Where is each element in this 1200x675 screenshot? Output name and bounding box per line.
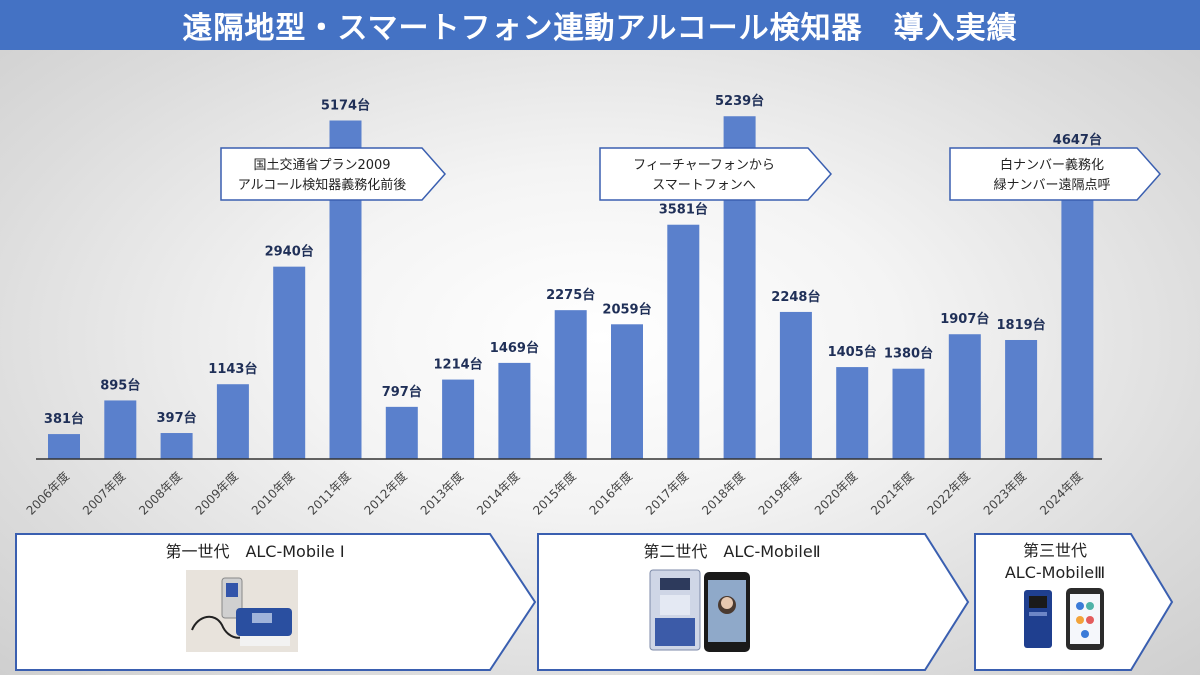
bar-value-label: 397台 <box>157 410 197 426</box>
bar-2024年度 <box>1061 154 1094 459</box>
generation-1-arrow: 第一世代 ALC-Mobile Ⅰ <box>15 533 537 671</box>
bar-value-label: 1819台 <box>997 317 1046 333</box>
x-tick-label: 2017年度 <box>642 469 691 518</box>
x-tick-label: 2008年度 <box>136 469 185 518</box>
x-tick-label: 2015年度 <box>530 469 579 518</box>
bar-2009年度 <box>216 384 249 459</box>
bar-value-label: 2248台 <box>771 289 820 305</box>
x-tick-label: 2012年度 <box>361 469 410 518</box>
callout-white-plate-line2: 緑ナンバー遠隔点呼 <box>993 178 1110 193</box>
bar-value-label: 4647台 <box>1053 132 1102 148</box>
x-tick-label: 2022年度 <box>924 469 973 518</box>
alc-mobile-1-device-photo <box>186 570 298 652</box>
bar-value-label: 895台 <box>100 377 140 393</box>
bar-2016年度 <box>611 324 643 459</box>
x-tick-label: 2009年度 <box>192 469 241 518</box>
x-tick-label: 2019年度 <box>755 469 804 518</box>
generation-3-line1: 第三世代 <box>1023 541 1087 560</box>
callout-2009-line2: アルコール検知器義務化前後 <box>238 177 407 193</box>
generation-2-arrow: 第二世代 ALC-MobileⅡ <box>537 533 970 671</box>
callout-white-plate: 白ナンバー義務化 緑ナンバー遠隔点呼 <box>949 147 1162 201</box>
x-tick-label: 2007年度 <box>79 469 128 518</box>
bar-2014年度 <box>498 362 531 459</box>
bar-value-label: 381台 <box>44 411 84 427</box>
bar-value-label: 5174台 <box>321 97 370 113</box>
x-tick-label: 2016年度 <box>586 469 635 518</box>
bar-2012年度 <box>385 406 418 459</box>
bar-value-label: 1380台 <box>884 346 933 362</box>
callout-2009: 国土交通省プラン2009 アルコール検知器義務化前後 <box>220 147 447 201</box>
alc-mobile-2-device-photo <box>649 569 750 652</box>
bar-2006年度 <box>48 434 80 459</box>
bar-2008年度 <box>160 433 193 459</box>
x-tick-label: 2021年度 <box>867 469 916 518</box>
x-tick-label: 2011年度 <box>304 469 353 518</box>
x-tick-label: 2023年度 <box>980 469 1029 518</box>
callout-smartphone-line1: フィーチャーフォンから <box>633 158 775 173</box>
x-tick-label: 2010年度 <box>248 469 297 518</box>
bar-2013年度 <box>442 379 475 459</box>
bar-value-label: 1469台 <box>490 340 539 356</box>
callout-white-plate-line1: 白ナンバー義務化 <box>1000 157 1104 173</box>
bar-2015年度 <box>554 310 587 459</box>
bar-value-label: 5239台 <box>715 93 764 109</box>
bar-value-label: 1907台 <box>940 311 989 327</box>
bar-value-label: 2059台 <box>602 301 651 317</box>
bar-2010年度 <box>273 266 306 459</box>
bar-2007年度 <box>104 400 137 459</box>
alc-mobile-3-device-photo <box>1024 588 1104 650</box>
generation-3-line2: ALC-MobileⅢ <box>1005 563 1105 582</box>
bar-value-label: 2275台 <box>546 287 595 303</box>
x-tick-label: 2014年度 <box>473 469 522 518</box>
bar-value-label: 797台 <box>382 384 422 400</box>
bar-2019年度 <box>779 311 812 459</box>
bar-value-label: 2940台 <box>265 244 314 260</box>
bar-value-label: 1405台 <box>828 344 877 360</box>
callout-smartphone-line2: スマートフォンへ <box>652 178 756 193</box>
generation-1-label: 第一世代 ALC-Mobile Ⅰ <box>165 542 344 561</box>
callout-2009-line1: 国土交通省プラン2009 <box>253 157 390 173</box>
bar-value-label: 1214台 <box>434 357 483 373</box>
bar-value-label: 1143台 <box>208 361 257 377</box>
bar-2022年度 <box>948 334 981 459</box>
x-tick-label: 2024年度 <box>1036 469 1085 518</box>
x-tick-label: 2013年度 <box>417 469 466 518</box>
bar-2017年度 <box>667 224 700 459</box>
x-tick-label: 2006年度 <box>23 469 72 518</box>
bar-2021年度 <box>892 368 925 459</box>
page-title: 遠隔地型・スマートフォン連動アルコール検知器 導入実績 <box>0 0 1200 50</box>
bar-value-label: 3581台 <box>659 202 708 218</box>
x-tick-label: 2018年度 <box>699 469 748 518</box>
callout-smartphone: フィーチャーフォンから スマートフォンへ <box>599 147 833 201</box>
x-tick-label: 2020年度 <box>811 469 860 518</box>
bar-2020年度 <box>836 367 869 459</box>
generation-3-arrow: 第三世代 ALC-MobileⅢ <box>974 533 1174 671</box>
generation-2-label: 第二世代 ALC-MobileⅡ <box>643 542 820 561</box>
bar-2023年度 <box>1005 339 1038 459</box>
